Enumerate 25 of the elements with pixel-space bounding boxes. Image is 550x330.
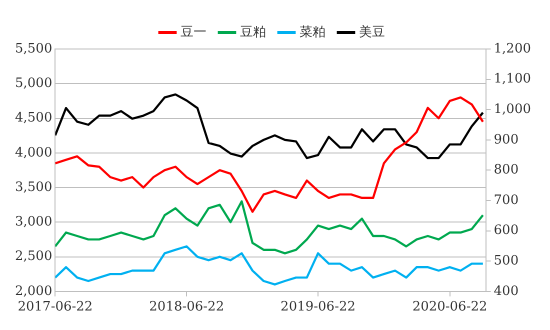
x-tick-label: 2019-06-22 [280,300,356,315]
legend-label: 菜粕 [300,24,326,40]
y2-tick-label: 900 [494,132,519,148]
y2-tick-label: 600 [494,223,519,238]
y-tick-label: 3,500 [15,180,52,195]
y2-tick-label: 1,000 [494,102,531,117]
y-tick-label: 5,500 [15,41,52,56]
y-tick-label: 2,500 [15,249,52,264]
y2-tick-label: 400 [494,284,519,299]
y2-tick-label: 1,200 [494,41,531,56]
y2-tick-label: 1,100 [494,72,531,87]
legend-label: 豆一 [180,24,206,40]
legend-label: 美豆 [359,24,385,40]
x-tick-label: 2018-06-22 [149,300,224,315]
y-tick-label: 5,000 [15,76,52,92]
x-tick-label: 2017-06-22 [18,300,93,315]
y-tick-label: 4,000 [15,145,52,160]
y2-tick-label: 500 [494,253,519,268]
x-tick-label: 2020-06-22 [412,300,488,315]
y2-tick-label: 700 [494,192,519,208]
y-tick-label: 2,000 [15,284,52,299]
y2-tick-label: 800 [494,162,519,178]
legend-label: 豆粕 [240,24,266,40]
y-tick-label: 3,000 [15,214,52,230]
y-tick-label: 4,500 [15,110,52,126]
